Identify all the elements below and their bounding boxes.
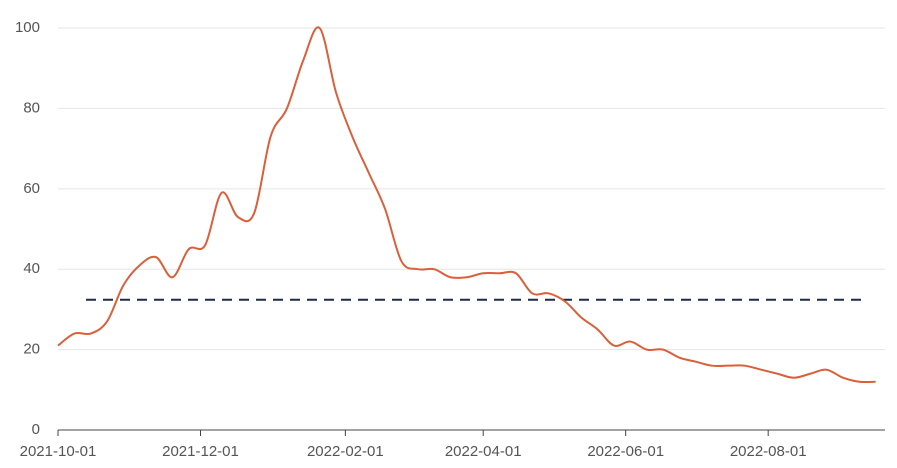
y-tick-label: 20 — [23, 341, 40, 358]
x-tick-label: 2022-08-01 — [730, 443, 807, 460]
y-tick-label: 100 — [15, 19, 40, 36]
y-tick-label: 80 — [23, 99, 40, 116]
x-tick-label: 2022-02-01 — [307, 443, 384, 460]
y-tick-label: 0 — [32, 421, 40, 438]
y-tick-label: 60 — [23, 180, 40, 197]
x-tick-label: 2022-06-01 — [587, 443, 664, 460]
x-tick-label: 2021-10-01 — [20, 443, 97, 460]
x-tick-label: 2021-12-01 — [162, 443, 239, 460]
y-tick-label: 40 — [23, 260, 40, 277]
x-tick-label: 2022-04-01 — [445, 443, 522, 460]
line — [57, 26, 876, 384]
